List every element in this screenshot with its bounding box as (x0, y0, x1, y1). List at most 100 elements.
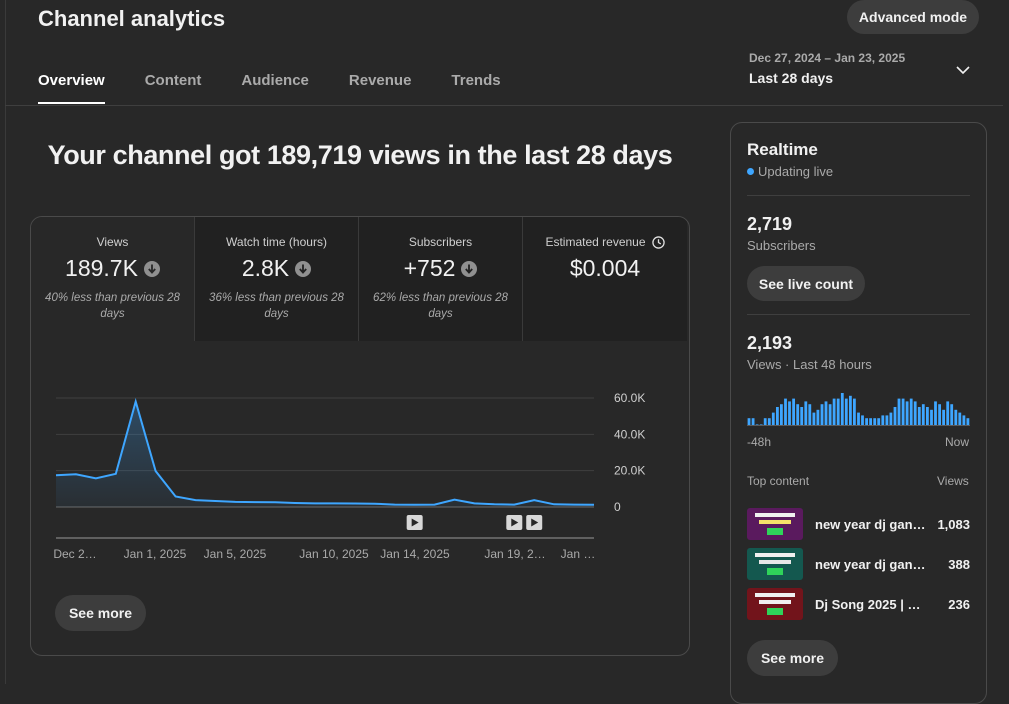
top-content-item[interactable]: Dj Song 2025 | Dj… 236 (747, 587, 970, 621)
realtime-bar (812, 412, 816, 425)
realtime-bar (776, 407, 779, 425)
realtime-bar (784, 398, 787, 425)
realtime-axis-start: -48h (747, 435, 772, 449)
tab-trends[interactable]: Trends (451, 72, 501, 89)
kpi-subscribers[interactable]: Subscribers +752 62% less than previous … (359, 217, 523, 341)
realtime-bar (788, 401, 791, 425)
realtime-bar (938, 404, 941, 425)
live-status-text: Updating live (758, 164, 834, 179)
realtime-bar (828, 404, 832, 425)
realtime-bar (889, 412, 893, 425)
realtime-bar (966, 418, 970, 425)
video-marker-icon[interactable] (506, 515, 523, 530)
date-range-text[interactable]: Dec 27, 2024 – Jan 23, 2025 (749, 51, 906, 65)
y-tick-label: 60.0K (614, 391, 645, 405)
realtime-views-value: 2,193 (747, 333, 793, 353)
realtime-bar (917, 407, 921, 425)
kpi-label: Estimated revenue (545, 235, 646, 249)
video-views: 236 (948, 596, 970, 612)
chevron-down-icon[interactable] (955, 64, 971, 76)
kpi-comparison: 40% less than previous 28 days (45, 292, 180, 320)
x-tick-label: Jan … (561, 547, 596, 561)
realtime-views-label: Views · Last 48 hours (747, 357, 872, 372)
realtime-bar (913, 401, 917, 425)
realtime-bar (800, 407, 804, 425)
video-title: new year dj gan 2… (815, 556, 927, 572)
see-live-count-button[interactable]: See live count (747, 266, 865, 301)
tab-audience[interactable]: Audience (241, 72, 309, 89)
clock-icon (651, 235, 665, 249)
kpi-value: $0.004 (569, 255, 641, 281)
views-column-label: Views (937, 474, 969, 488)
realtime-bar (962, 415, 966, 425)
realtime-bar (767, 418, 771, 425)
realtime-bar (921, 404, 925, 425)
chart-area (56, 401, 594, 507)
chart-line (55, 397, 595, 506)
realtime-bar (857, 412, 860, 425)
realtime-bar (901, 398, 905, 425)
realtime-subscribers-value: 2,719 (747, 214, 793, 234)
video-views: 1,083 (937, 516, 970, 532)
divider (747, 314, 970, 315)
views-headline: Your channel got 189,719 views in the la… (47, 140, 673, 170)
realtime-bar (759, 424, 763, 425)
date-preset-selector[interactable]: Last 28 days (749, 70, 834, 86)
video-marker-icon[interactable] (526, 515, 543, 530)
kpi-value: 189.7K (65, 255, 138, 281)
realtime-bar (849, 395, 852, 425)
x-tick-label: Jan 10, 2025 (299, 547, 369, 561)
kpi-label: Subscribers (408, 235, 473, 249)
realtime-bar (881, 415, 885, 425)
top-content-label: Top content (747, 474, 810, 488)
realtime-bar (905, 401, 909, 425)
realtime-title: Realtime (747, 140, 818, 159)
x-tick-label: Jan 1, 2025 (124, 547, 187, 561)
video-thumbnail (747, 548, 803, 580)
realtime-bar (869, 418, 872, 425)
y-tick-label: 20.0K (614, 464, 645, 478)
top-content-item[interactable]: new year dj gan… 1,083 (747, 507, 970, 541)
realtime-bar (926, 407, 929, 425)
realtime-bar (804, 401, 808, 425)
realtime-bar-chart[interactable] (747, 390, 970, 428)
realtime-bar (909, 398, 913, 425)
y-tick-label: 0 (614, 500, 621, 514)
kpi-label: Views (96, 235, 129, 249)
kpi-estimated-revenue[interactable]: Estimated revenue $0.004 (523, 217, 687, 341)
realtime-bar (820, 404, 824, 425)
realtime-bar (853, 398, 856, 425)
x-tick-label: Jan 14, 2025 (380, 547, 450, 561)
tab-overview[interactable]: Overview (38, 72, 105, 104)
kpi-watch-time[interactable]: Watch time (hours) 2.8K 36% less than pr… (195, 217, 359, 341)
realtime-see-more-button[interactable]: See more (747, 640, 838, 676)
advanced-mode-button[interactable]: Advanced mode (847, 0, 979, 34)
realtime-bar (840, 393, 844, 425)
realtime-bar (792, 398, 795, 425)
realtime-bar (780, 404, 783, 425)
tab-revenue[interactable]: Revenue (348, 72, 412, 89)
realtime-bar (816, 409, 820, 425)
see-more-button[interactable]: See more (55, 595, 146, 631)
tab-bar: Overview Content Audience Revenue Trends (38, 72, 541, 106)
realtime-bar (954, 409, 958, 425)
realtime-bar (808, 404, 812, 425)
video-thumbnail (747, 588, 803, 620)
kpi-value: 2.8K (241, 255, 290, 281)
kpi-views[interactable]: Views 189.7K 40% less than previous 28 d… (31, 217, 195, 341)
realtime-bar (763, 418, 767, 425)
realtime-bar (755, 424, 759, 425)
video-marker-icon[interactable] (406, 515, 423, 530)
kpi-label: Watch time (hours) (226, 235, 327, 249)
realtime-bar (930, 409, 933, 425)
video-markers (406, 515, 543, 530)
realtime-bar (836, 398, 840, 425)
tab-content[interactable]: Content (144, 72, 202, 89)
kpi-row: Views 189.7K 40% less than previous 28 d… (31, 217, 689, 341)
realtime-bar (861, 415, 864, 425)
tab-divider (5, 105, 1003, 106)
views-chart[interactable]: 60.0K 40.0K 20.0K 0 Dec 2… Jan 1, 2025 Jan 5,… (31, 341, 689, 581)
y-tick-label: 40.0K (614, 427, 645, 441)
top-content-item[interactable]: new year dj gan 2… 388 (747, 547, 970, 581)
realtime-bar (771, 412, 775, 425)
